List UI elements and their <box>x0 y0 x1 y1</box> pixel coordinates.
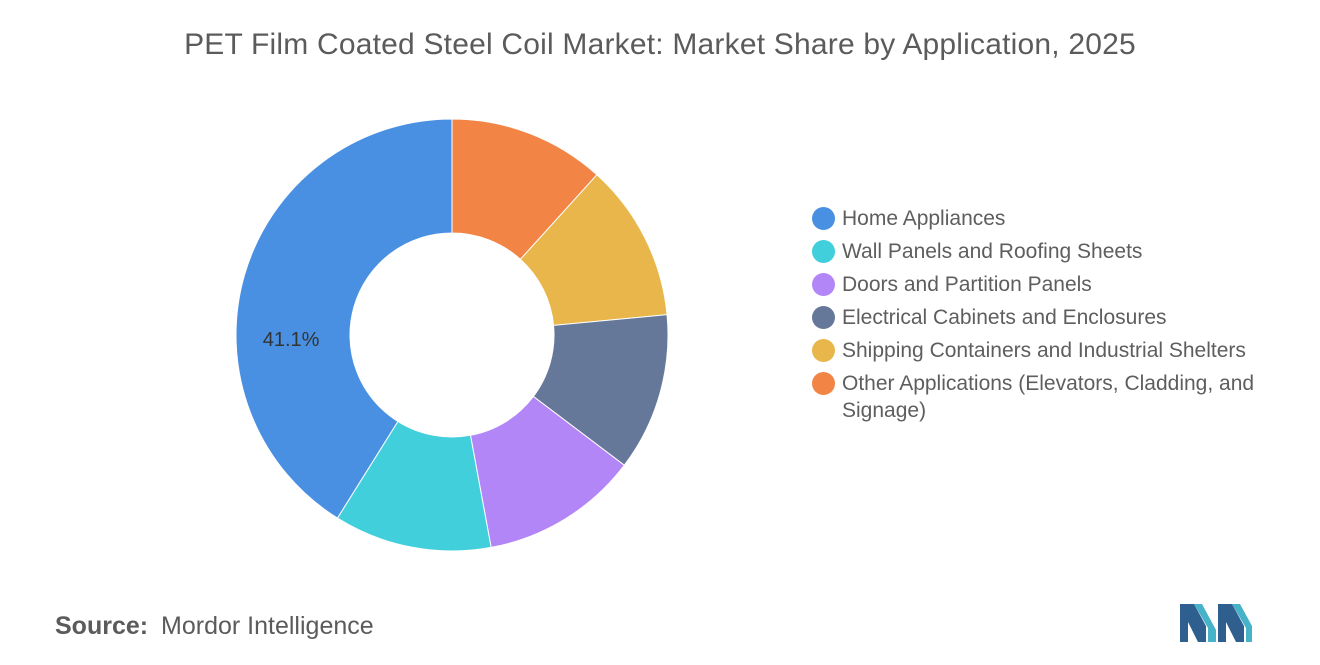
legend-item: Wall Panels and Roofing Sheets <box>812 238 1272 265</box>
legend-item: Shipping Containers and Industrial Shelt… <box>812 337 1272 364</box>
legend-label: Shipping Containers and Industrial Shelt… <box>842 339 1246 362</box>
slice-wall-panels-and-roofing-sheets <box>336 420 492 552</box>
data-label: 41.1% <box>263 329 320 351</box>
source-label: Source: <box>55 612 149 640</box>
slice-home-appliances <box>235 118 453 519</box>
legend-swatch-icon <box>812 273 835 296</box>
legend-label: Wall Panels and Roofing Sheets <box>842 240 1143 263</box>
slice-shipping-containers-and-industrial-shelters <box>519 174 668 326</box>
legend-swatch-icon <box>812 306 835 329</box>
legend-item: Doors and Partition Panels <box>812 271 1272 298</box>
legend-label: Other Applications (Elevators, Cladding,… <box>842 372 1255 422</box>
legend-swatch-icon <box>812 207 835 230</box>
slice-doors-and-partition-panels <box>469 395 626 549</box>
legend-swatch-icon <box>812 372 835 395</box>
legend-label: Doors and Partition Panels <box>842 273 1092 296</box>
legend-swatch-icon <box>812 339 835 362</box>
chart-legend: Home Appliances Wall Panels and Roofing S… <box>812 205 1272 430</box>
legend-item: Other Applications (Elevators, Cladding,… <box>812 370 1272 424</box>
chart-title: PET Film Coated Steel Coil Market: Marke… <box>184 28 1136 61</box>
legend-swatch-icon <box>812 240 835 263</box>
legend-item: Electrical Cabinets and Enclosures <box>812 304 1272 331</box>
legend-label: Electrical Cabinets and Enclosures <box>842 306 1167 329</box>
slice-electrical-cabinets-and-enclosures <box>532 314 669 466</box>
legend-label: Home Appliances <box>842 207 1006 230</box>
source-note: Source: Mordor Intelligence <box>55 612 374 641</box>
donut-chart: 41.1% <box>235 118 669 552</box>
source-name: Mordor Intelligence <box>161 612 374 640</box>
legend-item: Home Appliances <box>812 205 1272 232</box>
mordor-logo-icon <box>1180 604 1252 642</box>
